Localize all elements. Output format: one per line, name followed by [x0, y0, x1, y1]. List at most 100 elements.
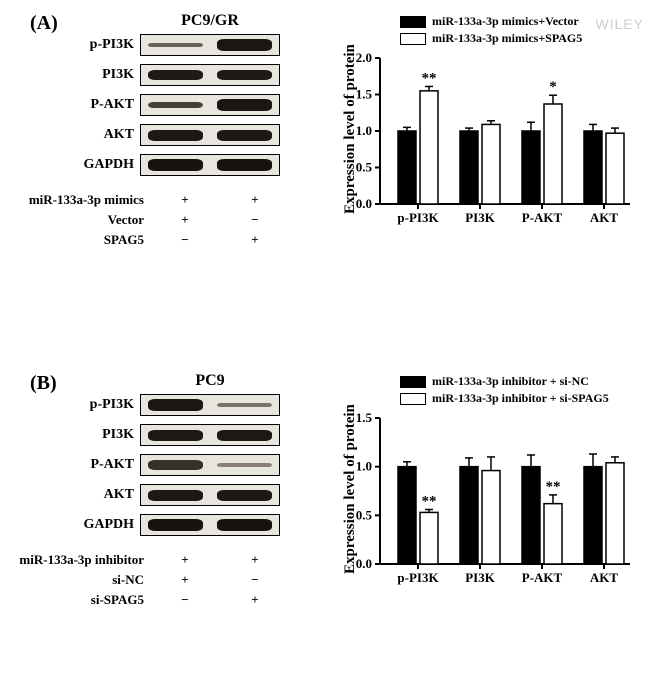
panel-a: (A) PC9/GR p-PI3K PI3K P-AKT AKT GAPDH miR-1…	[0, 8, 650, 328]
legend-swatch	[400, 376, 426, 388]
panel-b-cell-line: PC9	[140, 372, 280, 390]
condition-row: Vector+−	[0, 210, 290, 230]
condition-value: −	[150, 592, 220, 608]
band	[148, 43, 203, 47]
blot-row-gapdh: GAPDH	[70, 154, 280, 176]
blot-row-p-akt: P-AKT	[70, 94, 280, 116]
blot-label: AKT	[70, 127, 140, 143]
blot-label: AKT	[70, 487, 140, 503]
panel-b: (B) PC9 p-PI3KPI3KP-AKTAKTGAPDH miR-133a…	[0, 368, 650, 688]
condition-label: SPAG5	[0, 232, 150, 248]
blot-lanes	[140, 514, 280, 536]
panel-a-cell-line: PC9/GR	[140, 12, 280, 30]
condition-value: +	[150, 552, 220, 568]
blot-row-akt: AKT	[70, 124, 280, 146]
panel-a-legend: miR-133a-3p mimics+Vector miR-133a-3p mim…	[400, 14, 582, 48]
legend-text: miR-133a-3p inhibitor + si-NC	[432, 374, 589, 389]
blot-label: p-PI3K	[70, 37, 140, 53]
legend-item: miR-133a-3p inhibitor + si-NC	[400, 374, 609, 389]
blot-row-pi3k: PI3K	[70, 424, 280, 446]
band	[148, 159, 203, 171]
band	[148, 519, 203, 531]
band	[148, 430, 203, 441]
svg-text:P-AKT: P-AKT	[522, 570, 563, 585]
band	[217, 70, 272, 80]
blot-label: P-AKT	[70, 457, 140, 473]
condition-value: −	[220, 212, 290, 228]
condition-row: miR-133a-3p mimics++	[0, 190, 290, 210]
condition-label: miR-133a-3p mimics	[0, 192, 150, 208]
condition-row: si-SPAG5−+	[0, 590, 290, 610]
svg-text:**: **	[422, 70, 437, 86]
legend-item: miR-133a-3p inhibitor + si-SPAG5	[400, 391, 609, 406]
blot-lanes	[140, 124, 280, 146]
band	[148, 70, 203, 80]
svg-text:P-AKT: P-AKT	[522, 210, 563, 225]
band	[148, 460, 203, 470]
blot-lanes	[140, 154, 280, 176]
legend-swatch	[400, 16, 426, 28]
blot-row-p-akt: P-AKT	[70, 454, 280, 476]
blot-row-pi3k: PI3K	[70, 64, 280, 86]
blot-row-p-pi3k: p-PI3K	[70, 394, 280, 416]
panel-b-legend: miR-133a-3p inhibitor + si-NC miR-133a-3p…	[400, 374, 609, 408]
band	[217, 130, 272, 141]
blot-lanes	[140, 424, 280, 446]
panel-b-chart: miR-133a-3p inhibitor + si-NC miR-133a-3p…	[330, 374, 640, 604]
condition-row: SPAG5−+	[0, 230, 290, 250]
panel-b-ylabel: Expression level of protein	[342, 404, 359, 574]
blot-label: PI3K	[70, 67, 140, 83]
condition-label: miR-133a-3p inhibitor	[0, 552, 150, 568]
blot-lanes	[140, 454, 280, 476]
band	[148, 399, 203, 411]
svg-text:PI3K: PI3K	[465, 570, 496, 585]
condition-label: si-SPAG5	[0, 592, 150, 608]
legend-text: miR-133a-3p mimics+Vector	[432, 14, 579, 29]
blot-lanes	[140, 34, 280, 56]
blot-lanes	[140, 484, 280, 506]
legend-text: miR-133a-3p inhibitor + si-SPAG5	[432, 391, 609, 406]
band	[217, 463, 272, 467]
band	[217, 159, 272, 171]
svg-text:p-PI3K: p-PI3K	[397, 210, 439, 225]
blot-lanes	[140, 64, 280, 86]
condition-label: si-NC	[0, 572, 150, 588]
legend-item: miR-133a-3p mimics+SPAG5	[400, 31, 582, 46]
panel-b-conditions: miR-133a-3p inhibitor++si-NC+−si-SPAG5−+	[0, 550, 290, 610]
panel-a-conditions: miR-133a-3p mimics++Vector+−SPAG5−+	[0, 190, 290, 250]
band	[217, 403, 272, 407]
blot-lanes	[140, 394, 280, 416]
legend-item: miR-133a-3p mimics+Vector	[400, 14, 582, 29]
condition-row: si-NC+−	[0, 570, 290, 590]
panel-a-chart: miR-133a-3p mimics+Vector miR-133a-3p mim…	[330, 14, 640, 244]
svg-text:AKT: AKT	[590, 210, 619, 225]
svg-text:p-PI3K: p-PI3K	[397, 570, 439, 585]
condition-value: +	[150, 212, 220, 228]
band	[217, 39, 272, 51]
condition-row: miR-133a-3p inhibitor++	[0, 550, 290, 570]
blot-row-gapdh: GAPDH	[70, 514, 280, 536]
legend-text: miR-133a-3p mimics+SPAG5	[432, 31, 582, 46]
condition-label: Vector	[0, 212, 150, 228]
svg-text:**: **	[422, 493, 437, 509]
condition-value: +	[150, 572, 220, 588]
blot-label: PI3K	[70, 427, 140, 443]
band	[217, 99, 272, 111]
blot-row-akt: AKT	[70, 484, 280, 506]
band	[217, 519, 272, 531]
blot-label: GAPDH	[70, 157, 140, 173]
condition-value: +	[220, 192, 290, 208]
blot-label: GAPDH	[70, 517, 140, 533]
condition-value: +	[220, 552, 290, 568]
band	[148, 130, 203, 141]
panel-a-label: (A)	[30, 12, 58, 35]
band	[148, 490, 203, 501]
blot-row-p-pi3k: p-PI3K	[70, 34, 280, 56]
blot-label: p-PI3K	[70, 397, 140, 413]
svg-text:**: **	[546, 479, 561, 495]
condition-value: −	[150, 232, 220, 248]
condition-value: +	[220, 592, 290, 608]
condition-value: +	[220, 232, 290, 248]
blot-label: P-AKT	[70, 97, 140, 113]
svg-text:AKT: AKT	[590, 570, 619, 585]
